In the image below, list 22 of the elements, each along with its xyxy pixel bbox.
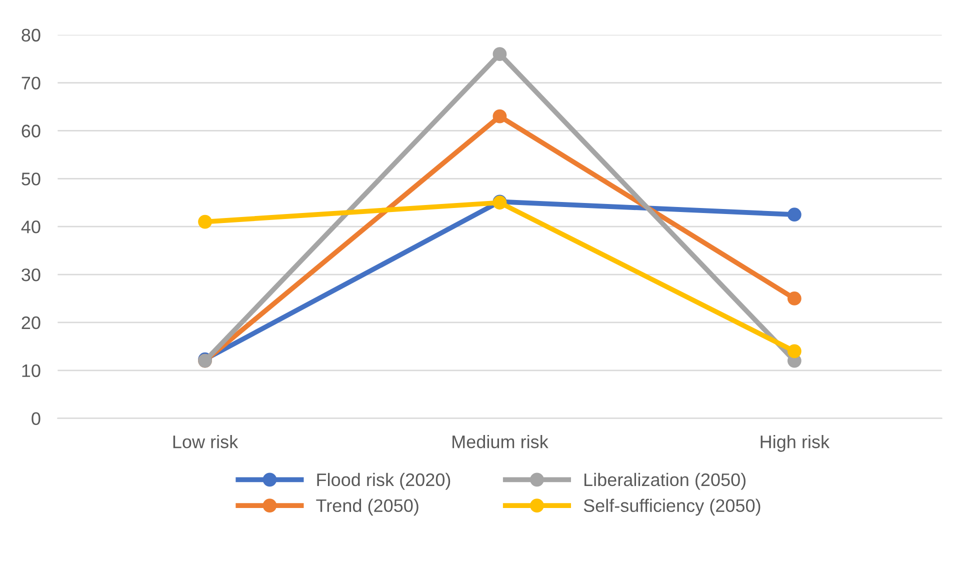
y-tick-label: 30	[22, 268, 40, 282]
y-tick-label: 20	[22, 316, 40, 330]
x-tick-label: Medium risk	[452, 434, 548, 448]
point	[198, 214, 212, 229]
y-tick-label: 0	[32, 412, 40, 426]
y-tick-label: 10	[22, 364, 40, 378]
x-tick-label: Low risk	[173, 434, 238, 448]
y-tick-label: 40	[21, 220, 40, 234]
point	[492, 109, 507, 124]
point	[787, 208, 802, 222]
y-tick-label: 50	[22, 172, 40, 186]
y-tick-label: 80	[22, 28, 40, 42]
legend-label: Liberalization (2050)	[584, 472, 746, 490]
point	[492, 47, 507, 61]
point	[787, 344, 802, 358]
legend-label: Self-sufficiency (2050)	[584, 498, 760, 516]
legend-label: Trend (2050)	[316, 498, 418, 516]
x-tick-label: High risk	[760, 434, 830, 452]
legend-label: Flood risk (2020)	[317, 472, 450, 490]
point	[787, 292, 802, 306]
y-tick-label: 60	[22, 124, 40, 138]
y-tick-label: 70	[22, 76, 40, 90]
